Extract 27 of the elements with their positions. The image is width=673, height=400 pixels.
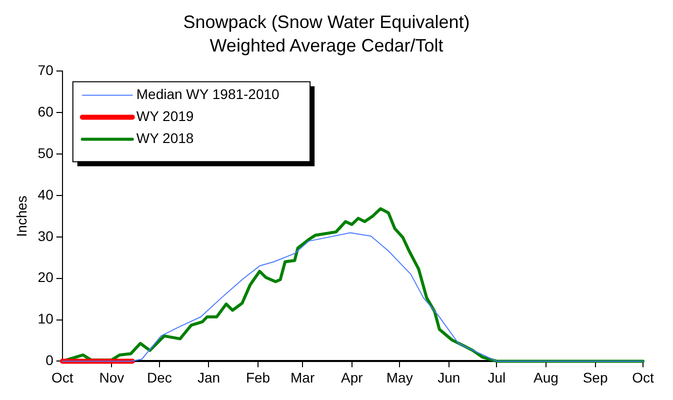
x-tick-label: Oct	[632, 369, 654, 386]
y-tick-label: 10	[38, 310, 54, 327]
x-tick-label: Aug	[534, 369, 558, 386]
y-tick-label: 70	[38, 62, 54, 78]
x-tick-label: Jul	[488, 369, 506, 386]
y-tick-label: 20	[38, 269, 54, 286]
legend-label: Median WY 1981-2010	[136, 86, 280, 102]
y-tick-label: 0	[46, 352, 54, 368]
y-tick-label: 50	[38, 144, 54, 161]
x-tick-label: Feb	[246, 369, 270, 386]
legend-label: WY 2018	[136, 130, 194, 146]
x-tick-label: Jun	[438, 369, 460, 386]
chart-title: Snowpack (Snow Water Equivalent)	[183, 12, 470, 32]
legend-label: WY 2019	[136, 108, 194, 124]
x-tick-label: Dec	[146, 369, 172, 386]
x-tick-label: Sep	[582, 369, 608, 386]
x-tick-label: May	[386, 369, 413, 386]
x-tick-label: Mar	[290, 369, 315, 386]
x-tick-label: Jan	[197, 369, 220, 386]
y-axis-title: Inches	[13, 196, 30, 237]
x-tick-label: Oct	[51, 369, 74, 386]
x-tick-label: Nov	[99, 369, 124, 386]
y-tick-label: 40	[38, 186, 54, 202]
y-tick-label: 60	[38, 103, 54, 120]
y-tick-label: 30	[38, 228, 54, 244]
chart-subtitle: Weighted Average Cedar/Tolt	[210, 35, 444, 56]
x-tick-label: Apr	[340, 369, 364, 386]
